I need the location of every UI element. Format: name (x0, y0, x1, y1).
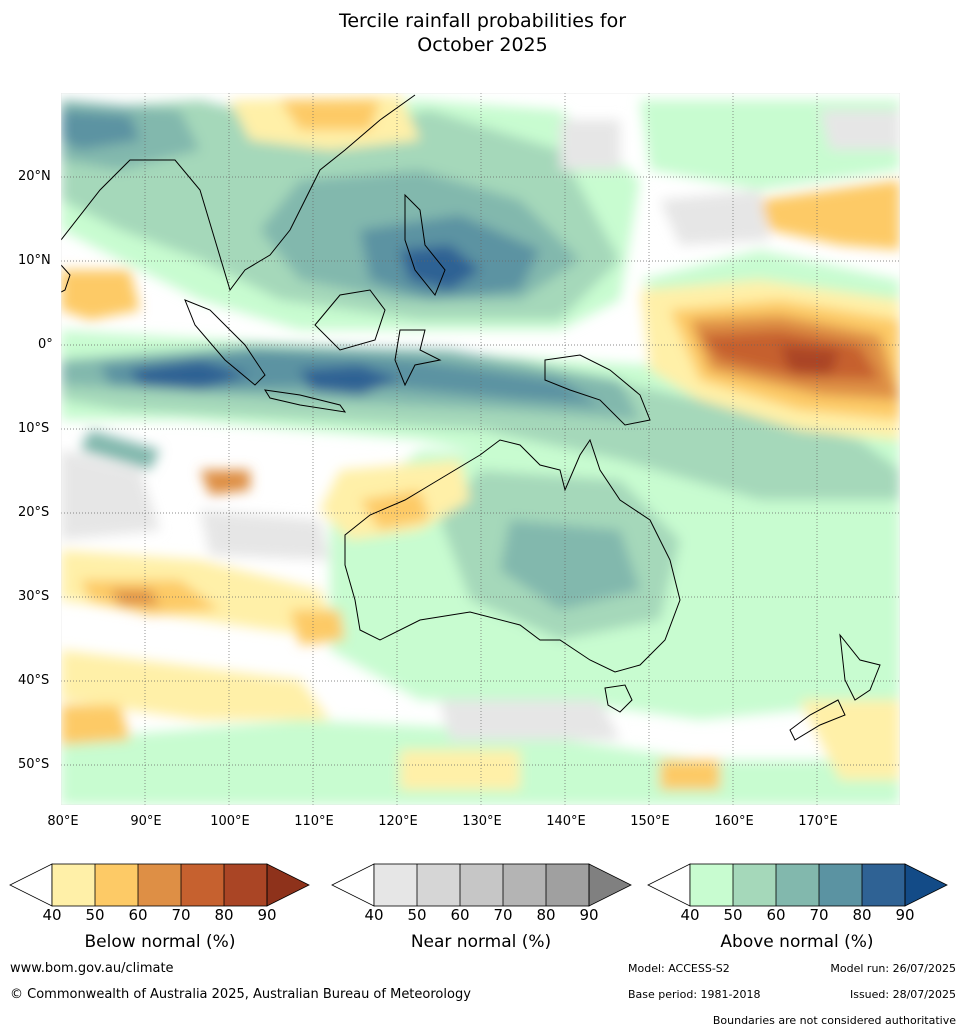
colorbar-near-bin (417, 864, 460, 906)
new-zealand-north-coastline (839, 633, 881, 701)
sulawesi-coastline (394, 329, 442, 387)
lon-label-80e: 80°E (47, 814, 79, 829)
bom-url: www.bom.gov.au/climate (10, 961, 174, 976)
colorbar-below-bin (52, 864, 95, 906)
new-zealand-south-coastline (789, 699, 846, 741)
mainland-asia-coastline (61, 94, 416, 292)
new-guinea-coastline (544, 354, 651, 426)
lat-label-0: 0° (38, 337, 53, 352)
borneo-coastline (314, 289, 386, 351)
colorbar-above-label: Above normal (%) (720, 932, 874, 952)
colorbar-near-normal (331, 863, 632, 907)
lon-label-130e: 130°E (462, 814, 502, 829)
copyright: © Commonwealth of Australia 2025, Austra… (10, 987, 471, 1002)
colorbar-near-bin (503, 864, 546, 906)
colorbar-near-high-extend (588, 863, 632, 907)
lat-label-10s: 10°S (18, 421, 50, 436)
colorbar-tick: 50 (407, 906, 427, 924)
colorbar-tick: 60 (766, 906, 786, 924)
colorbar-near-low-extend (331, 863, 375, 907)
colorbar-tick: 70 (493, 906, 513, 924)
philippines-coastline (404, 193, 446, 296)
colorbar-above-bin (819, 864, 862, 906)
colorbar-tick: 90 (257, 906, 277, 924)
lon-label-150e: 150°E (630, 814, 670, 829)
lat-label-20n: 20°N (18, 169, 51, 184)
model-run: Model run: 26/07/2025 (830, 962, 956, 975)
colorbar-tick: 80 (536, 906, 556, 924)
lon-label-100e: 100°E (210, 814, 250, 829)
colorbar-above-bin (862, 864, 905, 906)
colorbar-above-bin (733, 864, 776, 906)
colorbar-tick: 70 (171, 906, 191, 924)
colorbar-tick: 50 (85, 906, 105, 924)
australia-coastline (344, 438, 681, 673)
colorbar-tick: 90 (895, 906, 915, 924)
colorbar-tick: 80 (852, 906, 872, 924)
lat-label-30s: 30°S (18, 589, 50, 604)
issued-date: Issued: 28/07/2025 (849, 988, 956, 1001)
lon-label-90e: 90°E (130, 814, 162, 829)
colorbar-tick: 60 (450, 906, 470, 924)
colorbar-below-bin (95, 864, 138, 906)
base-period: Base period: 1981-2018 (628, 988, 761, 1001)
sumatra-coastline (184, 299, 266, 386)
colorbar-above-low-extend (647, 863, 691, 907)
colorbar-near-bin (546, 864, 589, 906)
probability-field (61, 93, 900, 805)
tasmania-coastline (604, 684, 633, 713)
lat-label-10n: 10°N (18, 253, 51, 268)
colorbar-above-bin (690, 864, 733, 906)
lon-label-170e: 170°E (798, 814, 838, 829)
colorbar-below-normal (9, 863, 310, 907)
colorbar-below-bin (181, 864, 224, 906)
colorbar-tick: 90 (579, 906, 599, 924)
colorbar-below-label: Below normal (%) (84, 932, 236, 952)
colorbar-tick: 40 (364, 906, 384, 924)
colorbar-below-low-extend (9, 863, 53, 907)
colorbar-tick: 40 (680, 906, 700, 924)
lat-label-50s: 50°S (18, 757, 50, 772)
lat-label-20s: 20°S (18, 505, 50, 520)
colorbar-tick: 70 (809, 906, 829, 924)
map-title-line2: October 2025 (417, 34, 548, 56)
colorbar-above-normal (647, 863, 948, 907)
colorbar-near-label: Near normal (%) (410, 932, 552, 952)
colorbar-tick: 40 (42, 906, 62, 924)
colorbar-above-bin (776, 864, 819, 906)
lon-label-160e: 160°E (714, 814, 754, 829)
graticule (61, 93, 900, 805)
colorbar-below-bin (138, 864, 181, 906)
lon-label-120e: 120°E (378, 814, 418, 829)
colorbar-tick: 60 (128, 906, 148, 924)
colorbar-tick: 50 (723, 906, 743, 924)
coastlines (61, 94, 881, 741)
java-coastline (264, 389, 347, 413)
colorbar-below-bin (224, 864, 267, 906)
map-title-line1: Tercile rainfall probabilities for (338, 10, 627, 32)
model-name: Model: ACCESS-S2 (628, 962, 730, 975)
lon-label-140e: 140°E (546, 814, 586, 829)
colorbar-below-high-extend (266, 863, 310, 907)
colorbar-tick: 80 (214, 906, 234, 924)
lon-label-110e: 110°E (294, 814, 334, 829)
lat-label-40s: 40°S (18, 673, 50, 688)
colorbar-near-bin (460, 864, 503, 906)
boundaries-disclaimer: Boundaries are not considered authoritat… (712, 1014, 956, 1027)
colorbar-above-high-extend (904, 863, 948, 907)
srilanka-coastline (61, 264, 71, 293)
colorbar-near-bin (374, 864, 417, 906)
